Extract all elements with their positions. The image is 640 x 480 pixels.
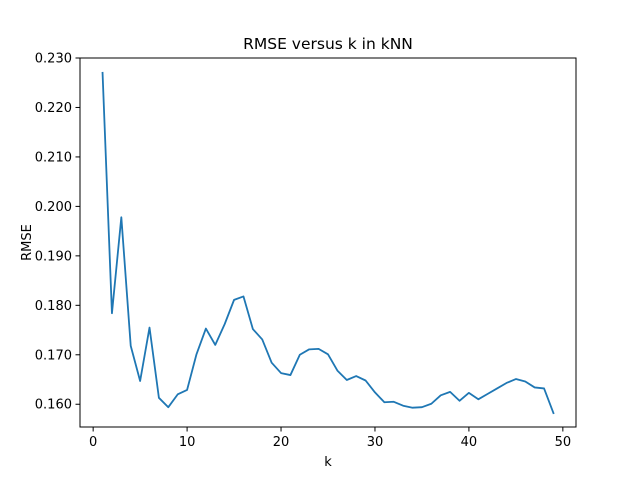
y-tick-label: 0.190 [35,249,72,264]
x-tick-label: 50 [555,435,572,450]
y-tick-label: 0.180 [35,299,72,314]
x-tick-label: 0 [89,435,97,450]
y-tick-label: 0.230 [35,52,72,67]
y-axis-label: RMSE [20,224,35,261]
y-tick-label: 0.160 [35,398,72,413]
x-tick-label: 40 [461,435,478,450]
y-tick-label: 0.220 [35,101,72,116]
x-tick-label: 20 [273,435,290,450]
y-tick-label: 0.200 [35,200,72,215]
x-axis-label: k [324,455,332,470]
chart-title: RMSE versus k in kNN [243,35,413,53]
y-tick-label: 0.210 [35,150,72,165]
x-tick-label: 30 [367,435,384,450]
y-tick-label: 0.170 [35,348,72,363]
x-tick-label: 10 [179,435,196,450]
